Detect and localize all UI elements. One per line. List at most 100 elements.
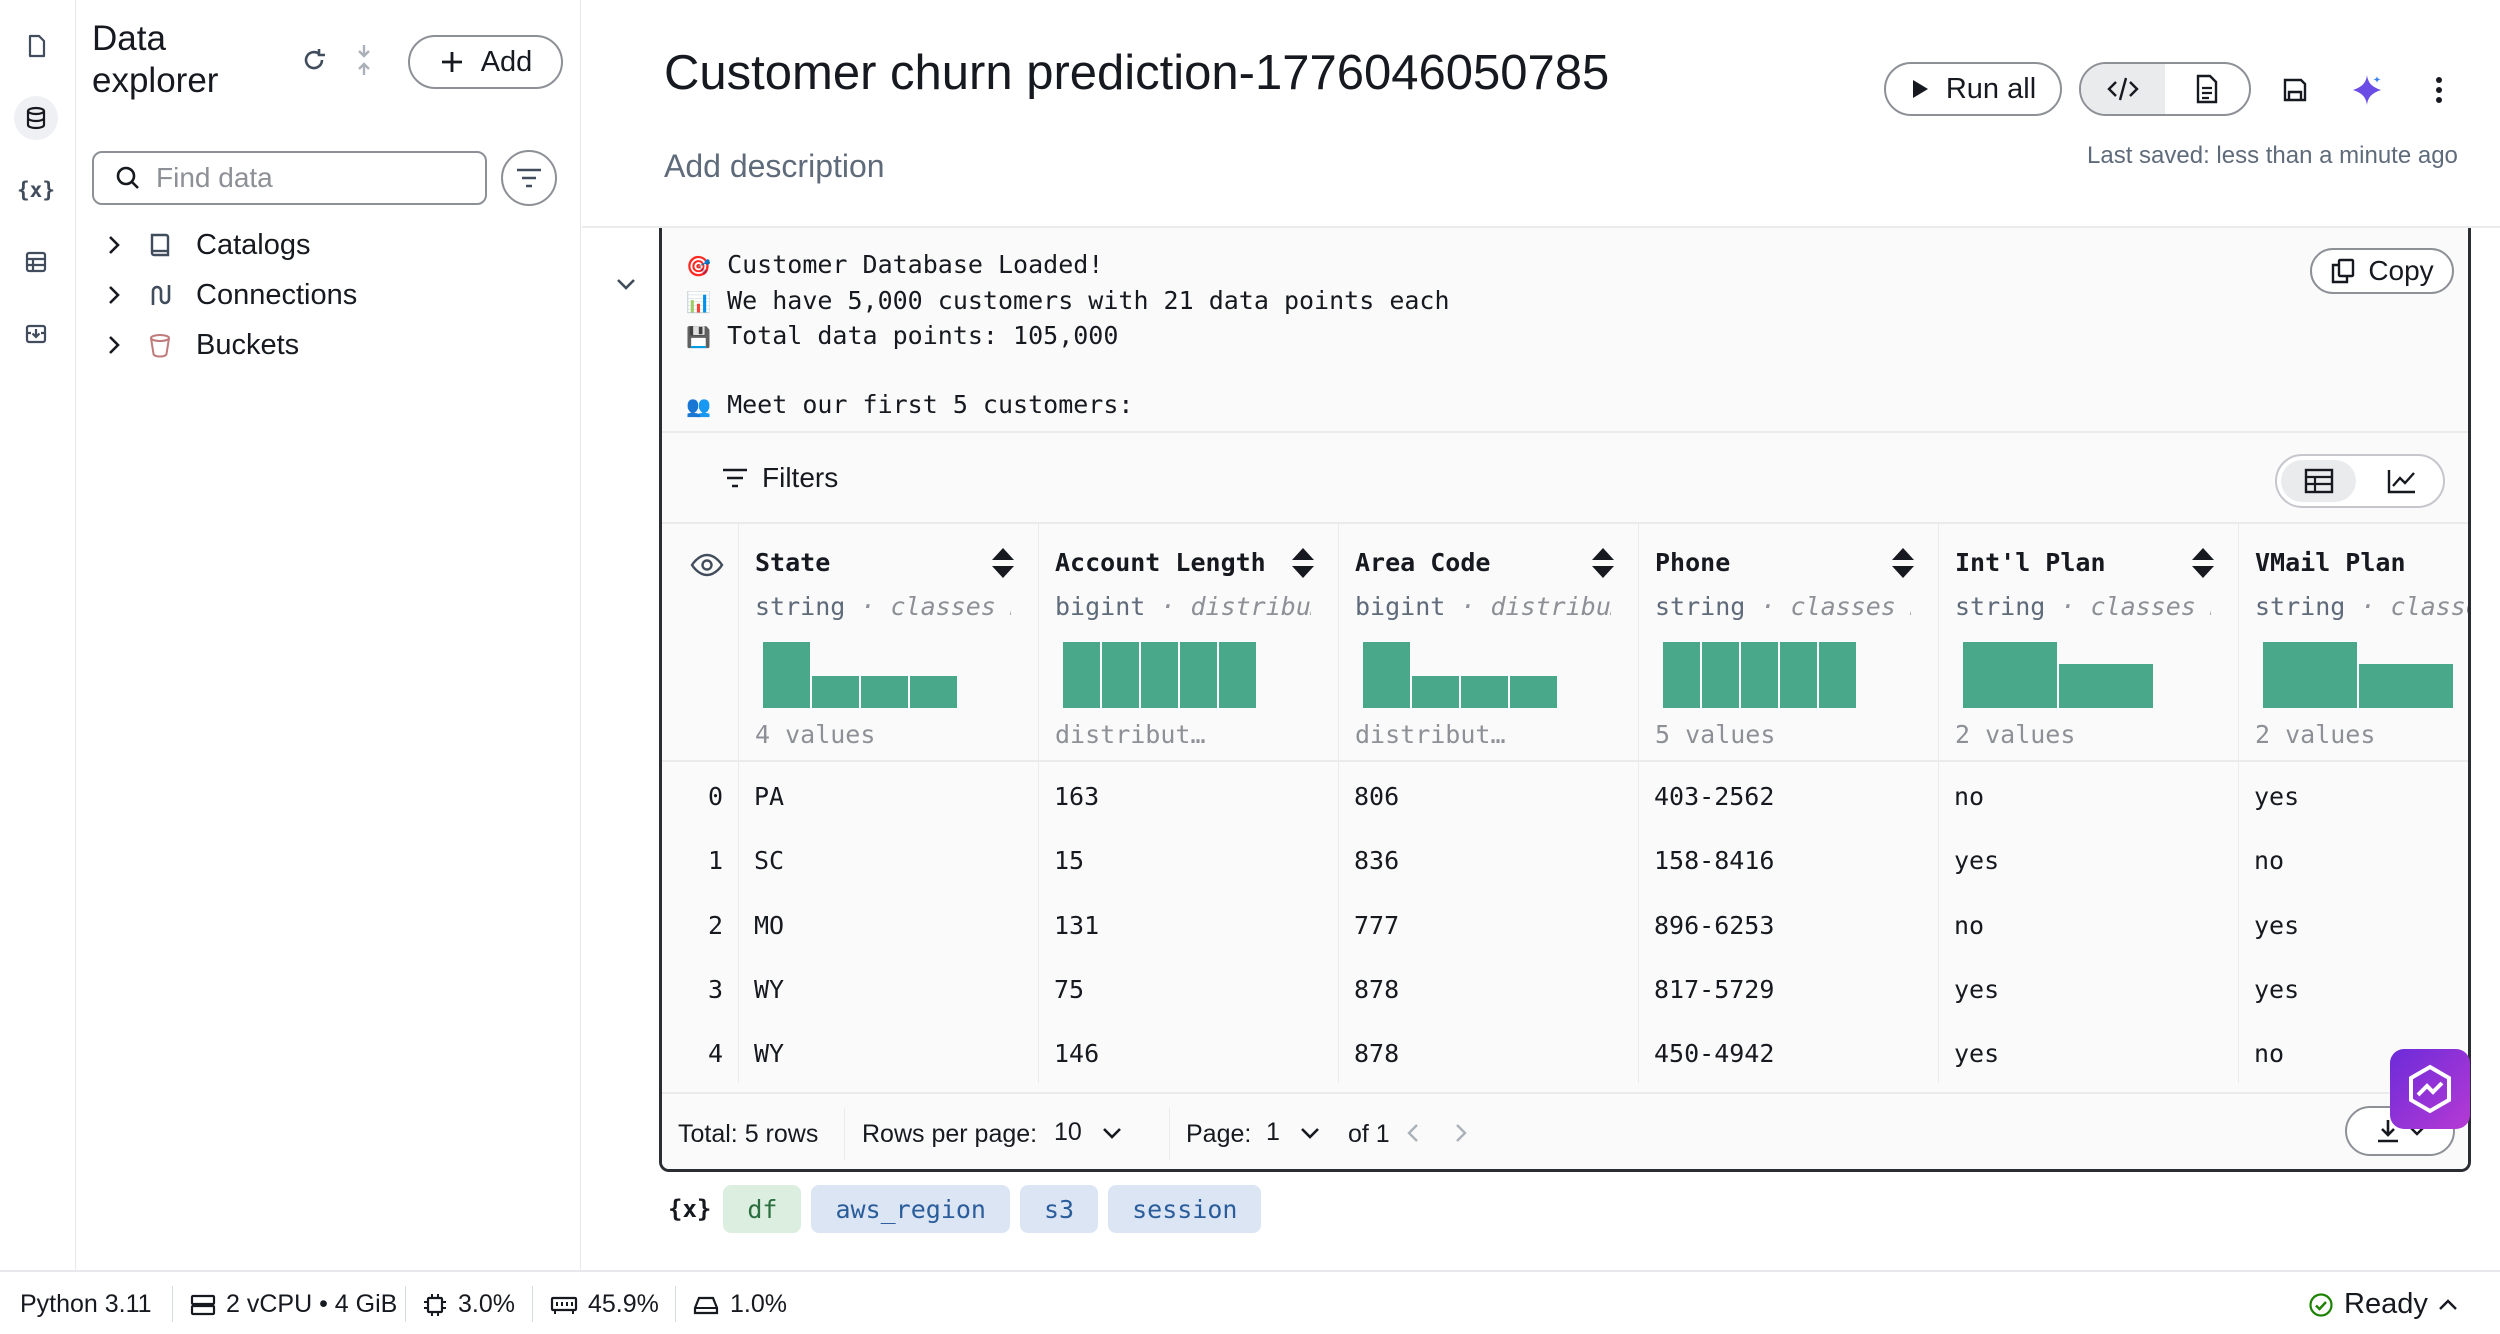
column-header[interactable]: VMail Plan string · classes 2 values bbox=[2238, 524, 2468, 762]
tree-item-catalogs[interactable]: Catalogs bbox=[106, 220, 357, 270]
eye-icon[interactable] bbox=[690, 548, 724, 582]
file-icon[interactable] bbox=[14, 24, 58, 68]
table-pagination: Total: 5 rows Rows per page: 10 Page: 1 … bbox=[662, 1092, 2468, 1169]
column-divider bbox=[738, 890, 739, 955]
description-field[interactable]: Add description bbox=[664, 148, 885, 184]
column-header[interactable]: Phone string · classes … 5 values bbox=[1638, 524, 1938, 762]
column-divider bbox=[1938, 826, 1939, 891]
line-chart-icon bbox=[2387, 470, 2415, 494]
table-cell: yes bbox=[2254, 974, 2300, 1004]
variables-icon[interactable]: {x} bbox=[17, 178, 55, 202]
variable-chip[interactable]: s3 bbox=[1019, 1185, 1099, 1233]
table-cell: 403-2562 bbox=[1654, 782, 1775, 811]
table-row[interactable]: 3 WY 75 878 817-5729 yes yes bbox=[662, 954, 2468, 1020]
code-view-button[interactable] bbox=[2081, 64, 2165, 114]
copy-button[interactable]: Copy bbox=[2310, 248, 2454, 294]
search-box[interactable] bbox=[92, 151, 487, 205]
tree-item-buckets[interactable]: Buckets bbox=[106, 320, 357, 370]
add-button[interactable]: Add bbox=[408, 35, 563, 89]
filters-button[interactable]: Filters bbox=[722, 462, 838, 494]
column-header[interactable]: Area Code bigint · distribu… distribut… bbox=[1338, 524, 1638, 762]
sort-icon[interactable] bbox=[1290, 546, 1316, 580]
chevron-right-icon[interactable] bbox=[106, 284, 136, 306]
table-cell: WY bbox=[754, 974, 785, 1004]
table-cell: PA bbox=[754, 782, 785, 811]
column-divider bbox=[1338, 1019, 1339, 1084]
search-icon bbox=[116, 166, 139, 189]
refresh-icon[interactable] bbox=[294, 40, 334, 80]
column-type: bigint · distribu… bbox=[1355, 592, 1611, 621]
variable-chip[interactable]: session bbox=[1108, 1185, 1262, 1233]
ai-sparkle-icon[interactable] bbox=[2345, 68, 2389, 112]
total-rows-text: Total: 5 rows bbox=[678, 1120, 819, 1148]
table-cell: yes bbox=[1954, 974, 2000, 1004]
column-name: Account Length bbox=[1055, 548, 1266, 577]
histogram-bar bbox=[763, 642, 810, 708]
run-all-button[interactable]: Run all bbox=[1884, 62, 2062, 116]
chart-view-button[interactable] bbox=[2364, 460, 2439, 502]
histogram-bar bbox=[861, 676, 908, 708]
table-row[interactable]: 1 SC 15 836 158-8416 yes no bbox=[662, 826, 2468, 891]
column-name: Int'l Plan bbox=[1955, 548, 2106, 577]
table-view-button[interactable] bbox=[2281, 460, 2356, 502]
database-icon[interactable] bbox=[14, 96, 58, 140]
column-type: bigint · distribu… bbox=[1055, 592, 1311, 621]
table-cell: 878 bbox=[1354, 974, 1400, 1004]
column-header[interactable]: State string · classes … 4 values bbox=[738, 524, 1038, 762]
more-options-icon[interactable] bbox=[2417, 68, 2461, 112]
previous-page-icon[interactable] bbox=[1406, 1122, 1420, 1151]
chevron-right-icon[interactable] bbox=[106, 334, 136, 356]
column-divider bbox=[2238, 954, 2239, 1020]
cpu-icon bbox=[424, 1293, 446, 1316]
memory-text: 45.9% bbox=[588, 1290, 659, 1318]
table-cell: no bbox=[2254, 846, 2285, 876]
histogram-bar bbox=[1102, 642, 1139, 708]
column-type: string · classes … bbox=[1955, 592, 2211, 621]
document-view-button[interactable] bbox=[2165, 64, 2249, 114]
data-explorer-panel: Data explorer Add Catalogs Connections B… bbox=[76, 0, 581, 1270]
page-select[interactable]: 1 bbox=[1266, 1118, 1320, 1147]
assistant-logo-icon[interactable] bbox=[2390, 1049, 2470, 1129]
column-divider bbox=[1338, 890, 1339, 955]
notebook-title[interactable]: Customer churn prediction-1776046050785 bbox=[664, 46, 1610, 100]
column-header[interactable]: Account Length bigint · distribu… distribu… bbox=[1038, 524, 1338, 762]
collapse-all-icon[interactable] bbox=[350, 40, 378, 80]
kernel-status[interactable]: Python 3.11 bbox=[20, 1290, 152, 1319]
tree-item-label: Connections bbox=[196, 278, 358, 311]
inbox-icon[interactable] bbox=[14, 312, 58, 356]
chevron-right-icon[interactable] bbox=[106, 234, 136, 256]
sort-icon[interactable] bbox=[1890, 546, 1916, 580]
variable-chip[interactable]: df bbox=[723, 1185, 802, 1233]
sort-icon[interactable] bbox=[1590, 546, 1616, 580]
chevron-down-icon[interactable] bbox=[610, 268, 642, 300]
tree-item-connections[interactable]: Connections bbox=[106, 270, 357, 320]
table-row[interactable]: 4 WY 146 878 450-4942 yes no bbox=[662, 1019, 2468, 1084]
disk-status: 1.0% bbox=[692, 1290, 787, 1319]
filter-button[interactable] bbox=[501, 150, 557, 206]
table-row[interactable]: 2 MO 131 777 896-6253 no yes bbox=[662, 890, 2468, 955]
column-divider bbox=[1638, 890, 1639, 955]
next-page-icon[interactable] bbox=[1454, 1122, 1468, 1151]
kernel-state[interactable]: Ready bbox=[2308, 1288, 2458, 1321]
instance-status[interactable]: 2 vCPU • 4 GiB bbox=[190, 1290, 397, 1319]
table-row[interactable]: 0 PA 163 806 403-2562 no yes bbox=[662, 762, 2468, 827]
variable-chip[interactable]: aws_region bbox=[811, 1185, 1010, 1233]
output-line: 💾 Total data points: 105,000 bbox=[686, 321, 1119, 350]
view-mode-toggle bbox=[2079, 62, 2251, 116]
add-button-label: Add bbox=[480, 45, 533, 78]
column-divider bbox=[1638, 954, 1639, 1020]
sort-icon[interactable] bbox=[990, 546, 1016, 580]
table-cell: 817-5729 bbox=[1654, 974, 1775, 1004]
table-cell: 131 bbox=[1054, 910, 1100, 940]
save-icon[interactable] bbox=[2273, 68, 2317, 112]
column-summary: 2 values bbox=[2255, 720, 2376, 749]
rows-per-page-select[interactable]: 10 bbox=[1054, 1118, 1122, 1147]
status-separator bbox=[172, 1286, 173, 1322]
cpu-text: 3.0% bbox=[458, 1290, 515, 1318]
column-header[interactable]: Int'l Plan string · classes … 2 values bbox=[1938, 524, 2238, 762]
sort-icon[interactable] bbox=[2190, 546, 2216, 580]
search-input[interactable] bbox=[156, 162, 456, 194]
histogram-bar bbox=[1219, 642, 1256, 708]
table-icon[interactable] bbox=[14, 240, 58, 284]
column-summary: 2 values bbox=[1955, 720, 2076, 749]
